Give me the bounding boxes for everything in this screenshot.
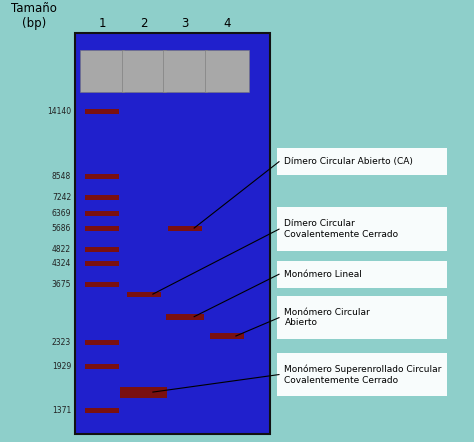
Text: 1371: 1371 xyxy=(52,406,71,415)
FancyBboxPatch shape xyxy=(277,260,447,288)
Text: Tamaño
(bp): Tamaño (bp) xyxy=(11,2,57,30)
FancyBboxPatch shape xyxy=(85,174,119,179)
Text: Monómero Circular
Abierto: Monómero Circular Abierto xyxy=(284,308,370,328)
FancyBboxPatch shape xyxy=(120,387,167,397)
FancyBboxPatch shape xyxy=(127,292,161,297)
FancyBboxPatch shape xyxy=(164,50,207,92)
FancyBboxPatch shape xyxy=(85,364,119,369)
FancyBboxPatch shape xyxy=(277,296,447,339)
FancyBboxPatch shape xyxy=(277,353,447,396)
FancyBboxPatch shape xyxy=(85,408,119,413)
FancyBboxPatch shape xyxy=(210,333,244,339)
FancyBboxPatch shape xyxy=(85,226,119,231)
Text: Monómero Lineal: Monómero Lineal xyxy=(284,270,362,279)
Text: 8548: 8548 xyxy=(52,172,71,181)
Text: Dímero Circular Abierto (CA): Dímero Circular Abierto (CA) xyxy=(284,157,413,166)
FancyBboxPatch shape xyxy=(85,340,119,345)
FancyBboxPatch shape xyxy=(122,50,165,92)
FancyBboxPatch shape xyxy=(85,282,119,287)
FancyBboxPatch shape xyxy=(277,148,447,175)
Text: Dímero Circular
Covalentemente Cerrado: Dímero Circular Covalentemente Cerrado xyxy=(284,219,399,239)
Text: 3675: 3675 xyxy=(52,280,71,289)
FancyBboxPatch shape xyxy=(80,50,124,92)
Text: 2: 2 xyxy=(140,17,147,30)
Text: 3: 3 xyxy=(182,17,189,30)
FancyBboxPatch shape xyxy=(85,261,119,266)
FancyBboxPatch shape xyxy=(85,247,119,252)
Text: 4: 4 xyxy=(223,17,230,30)
FancyBboxPatch shape xyxy=(277,207,447,251)
Text: 2323: 2323 xyxy=(52,338,71,347)
FancyBboxPatch shape xyxy=(85,195,119,200)
FancyBboxPatch shape xyxy=(85,109,119,114)
Text: 6369: 6369 xyxy=(52,210,71,218)
FancyBboxPatch shape xyxy=(85,211,119,217)
Text: 4324: 4324 xyxy=(52,259,71,268)
FancyBboxPatch shape xyxy=(75,33,270,434)
FancyBboxPatch shape xyxy=(168,225,202,231)
FancyBboxPatch shape xyxy=(205,50,248,92)
Text: 5686: 5686 xyxy=(52,224,71,233)
Text: 14140: 14140 xyxy=(47,107,71,116)
FancyBboxPatch shape xyxy=(166,314,204,320)
Text: 4822: 4822 xyxy=(52,245,71,254)
Text: Monómero Superenrollado Circular
Covalentemente Cerrado: Monómero Superenrollado Circular Covalen… xyxy=(284,365,442,385)
Text: 7242: 7242 xyxy=(52,193,71,202)
Text: 1: 1 xyxy=(98,17,106,30)
Text: 1929: 1929 xyxy=(52,362,71,371)
